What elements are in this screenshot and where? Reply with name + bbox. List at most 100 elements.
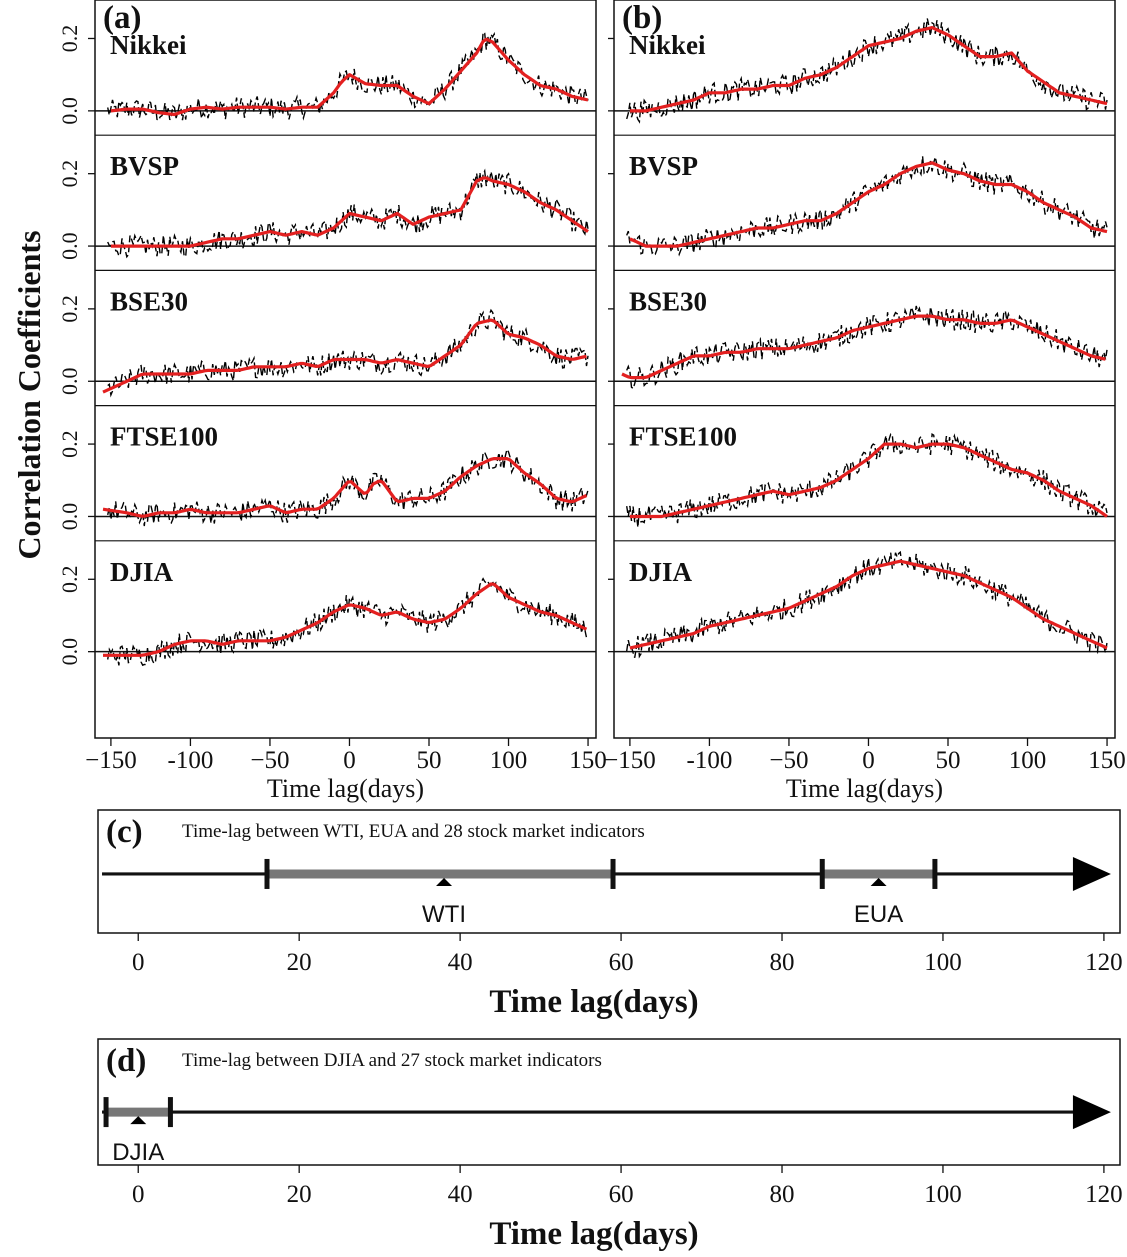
interval-label: WTI bbox=[422, 901, 466, 928]
y-tick-label: 0.2 bbox=[57, 295, 82, 323]
x-tick-label: -100 bbox=[168, 747, 214, 774]
arrow-head bbox=[1072, 856, 1111, 891]
series-label: BVSP bbox=[110, 151, 179, 181]
y-tick-label: 0.2 bbox=[57, 160, 82, 188]
y-tick-label: 0.0 bbox=[57, 638, 82, 666]
row-ftse100: 0.0 0.2 FTSE100 bbox=[57, 405, 596, 531]
y-tick-label: 0.0 bbox=[57, 232, 82, 260]
panel-c: (c) Time-lag between WTI, EUA and 28 stoc… bbox=[97, 809, 1123, 1020]
smoothed-series-line bbox=[629, 442, 1108, 519]
x-tick-label: 120 bbox=[1085, 949, 1123, 976]
series-label: FTSE100 bbox=[629, 422, 737, 452]
x-tick-label: 80 bbox=[770, 949, 795, 976]
panel-label: (a) bbox=[103, 0, 141, 36]
x-tick-label: 60 bbox=[609, 1181, 634, 1208]
series-label: DJIA bbox=[629, 557, 693, 587]
series-label: FTSE100 bbox=[110, 422, 218, 452]
interval-label: EUA bbox=[854, 901, 903, 928]
panel-b: (b)Nikkei BVSP BSE30 FTSE100 DJIA −150 -100 −50… bbox=[604, 0, 1126, 803]
raw-series-line bbox=[107, 308, 589, 398]
x-tick-label: −50 bbox=[769, 747, 808, 774]
peak-marker bbox=[436, 877, 453, 886]
smoothed-series-line bbox=[110, 37, 589, 117]
y-tick-label: 0.0 bbox=[57, 368, 82, 396]
x-tick-label: 100 bbox=[924, 1181, 962, 1208]
x-tick-label: 60 bbox=[609, 949, 634, 976]
row-bvsp: BVSP bbox=[608, 134, 1115, 257]
smoothed-series-line bbox=[629, 26, 1108, 113]
peak-marker bbox=[130, 1116, 147, 1125]
smoothed-series-line bbox=[629, 559, 1108, 650]
raw-series-line bbox=[107, 31, 589, 122]
x-tick-label: 20 bbox=[287, 949, 312, 976]
x-tick-label: −150 bbox=[85, 747, 137, 774]
y-tick-label: 0.2 bbox=[57, 25, 82, 53]
x-tick-label: 40 bbox=[448, 949, 473, 976]
smoothed-series-line bbox=[103, 582, 588, 657]
x-tick-label: 120 bbox=[1085, 1181, 1123, 1208]
x-tick-label: 150 bbox=[569, 747, 607, 774]
smoothed-series-line bbox=[110, 176, 589, 248]
x-tick-label: −50 bbox=[250, 747, 289, 774]
y-tick-label: 0.0 bbox=[57, 97, 82, 125]
x-tick-label: 150 bbox=[1088, 747, 1126, 774]
interval-label: DJIA bbox=[112, 1139, 164, 1166]
smoothed-series-line bbox=[102, 457, 588, 518]
row-djia: DJIA bbox=[608, 540, 1115, 659]
panel-frame bbox=[97, 809, 1121, 934]
series-label: Nikkei bbox=[629, 30, 706, 60]
x-tick-label: 50 bbox=[936, 747, 961, 774]
series-label: BVSP bbox=[629, 151, 698, 181]
x-axis-label: Time lag(days) bbox=[489, 984, 698, 1020]
row-ftse100: FTSE100 bbox=[608, 405, 1115, 528]
panel-label: (c) bbox=[106, 814, 143, 850]
row-nikkei: 0.0 0.2 Nikkei bbox=[57, 25, 596, 125]
series-label: Nikkei bbox=[110, 30, 187, 60]
raw-series-line bbox=[626, 304, 1108, 390]
panel-title: Time-lag between DJIA and 27 stock marke… bbox=[182, 1050, 602, 1071]
row-bse30: BSE30 bbox=[608, 269, 1115, 390]
x-tick-label: 80 bbox=[770, 1181, 795, 1208]
x-axis-label: Time lag(days) bbox=[786, 774, 943, 803]
peak-marker bbox=[870, 877, 887, 886]
raw-series-line bbox=[626, 156, 1108, 257]
smoothed-series-line bbox=[102, 318, 587, 394]
x-tick-label: 100 bbox=[1009, 747, 1047, 774]
x-tick-label: -100 bbox=[687, 747, 733, 774]
raw-series-line bbox=[107, 168, 589, 259]
panel-d: (d) Time-lag between DJIA and 27 stock ma… bbox=[97, 1038, 1123, 1252]
panel-frame bbox=[97, 1038, 1121, 1166]
row-nikkei: Nikkei bbox=[608, 18, 1115, 124]
y-tick-label: 0.2 bbox=[57, 566, 82, 594]
x-tick-label: 0 bbox=[862, 747, 875, 774]
x-tick-label: −150 bbox=[604, 747, 656, 774]
panel-frame bbox=[613, 0, 1116, 739]
x-tick-label: 100 bbox=[924, 949, 962, 976]
panel-frame bbox=[94, 0, 597, 739]
x-tick-label: 100 bbox=[490, 747, 528, 774]
y-tick-label: 0.2 bbox=[57, 430, 82, 458]
x-axis-label: Time lag(days) bbox=[267, 774, 424, 803]
y-tick-label: 0.0 bbox=[57, 503, 82, 531]
arrow-head bbox=[1072, 1095, 1111, 1130]
raw-series-line bbox=[107, 447, 589, 527]
smoothed-series-line bbox=[621, 314, 1106, 380]
row-bse30: 0.0 0.2 BSE30 bbox=[57, 269, 596, 398]
panel-label: (b) bbox=[622, 0, 662, 36]
x-tick-label: 20 bbox=[287, 1181, 312, 1208]
series-label: BSE30 bbox=[110, 286, 188, 316]
panel-label: (d) bbox=[106, 1043, 146, 1079]
x-tick-label: 40 bbox=[448, 1181, 473, 1208]
x-tick-label: 50 bbox=[417, 747, 442, 774]
panel-title: Time-lag between WTI, EUA and 28 stock m… bbox=[182, 821, 645, 842]
x-tick-label: 0 bbox=[343, 747, 356, 774]
y-axis-title: Correlation Coefficients bbox=[11, 230, 47, 559]
x-axis-label: Time lag(days) bbox=[489, 1216, 698, 1252]
row-djia: 0.0 0.2 DJIA bbox=[57, 540, 596, 667]
x-tick-label: 0 bbox=[132, 1181, 145, 1208]
row-bvsp: 0.0 0.2 BVSP bbox=[57, 134, 596, 260]
x-tick-label: 0 bbox=[132, 949, 145, 976]
series-label: DJIA bbox=[110, 557, 174, 587]
